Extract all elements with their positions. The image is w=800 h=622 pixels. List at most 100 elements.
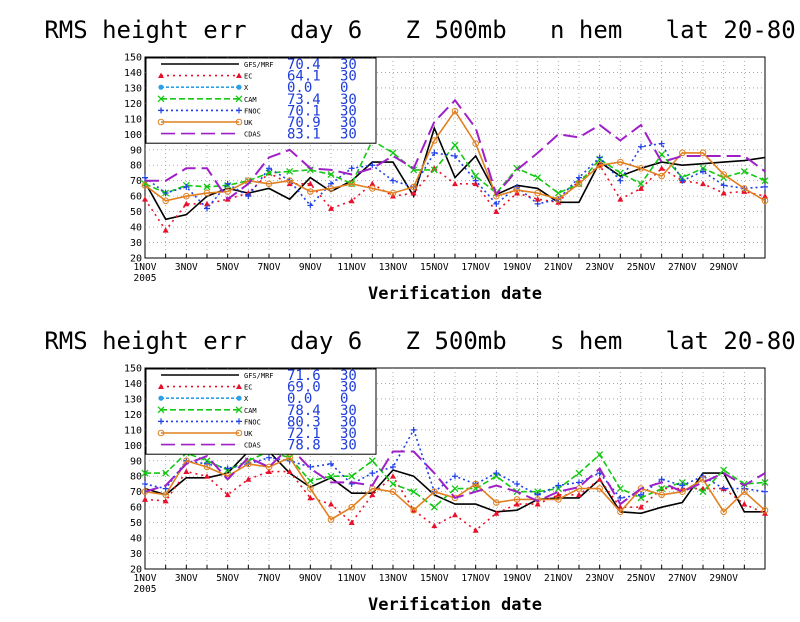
y-tick-label: 50 — [130, 207, 142, 218]
legend-stat-gfs-mrf: 70.4 — [287, 57, 321, 73]
legend-count-uk: 30 — [340, 115, 357, 131]
legend-count-x: 0 — [340, 391, 348, 407]
data-point-cam — [575, 469, 583, 477]
data-point-cam — [513, 164, 521, 172]
legend-marker-uk — [235, 429, 243, 437]
data-point-ec — [431, 522, 438, 529]
data-point-ec — [369, 180, 376, 187]
data-point-ec — [142, 496, 148, 502]
legend-marker-ec — [236, 383, 242, 389]
legend-marker-fnoc — [158, 418, 164, 425]
legend-marker-ec — [236, 72, 242, 78]
data-point-cam — [265, 169, 273, 177]
x-tick-label: 29NOV — [709, 573, 738, 584]
data-point-fnoc — [617, 494, 624, 501]
data-point-ec — [328, 501, 334, 507]
data-point-ec — [266, 468, 272, 474]
data-point-uk — [761, 506, 769, 514]
legend-count-gfs-mrf: 30 — [340, 57, 357, 73]
legend-stat-cdas: 83.1 — [287, 127, 321, 143]
legend-count-uk: 30 — [340, 426, 357, 442]
data-point-cam — [616, 485, 624, 493]
data-point-uk — [307, 188, 314, 195]
legend-marker-uk — [157, 118, 165, 126]
legend-label-gfs-mrf: GFS/MRF — [244, 61, 274, 69]
data-point-ec — [762, 193, 768, 199]
x-tick-label: 29NOV — [709, 262, 738, 273]
data-point-uk — [389, 488, 397, 495]
data-point-ec — [452, 180, 458, 187]
data-point-ec — [245, 476, 252, 482]
y-tick-label: 110 — [124, 425, 142, 436]
data-point-cam — [761, 478, 769, 486]
data-point-uk — [265, 463, 273, 471]
data-point-ec — [638, 504, 644, 510]
legend-marker-uk — [157, 429, 165, 437]
data-point-cam — [637, 180, 645, 188]
data-point-ec — [576, 491, 582, 498]
data-point-fnoc — [452, 473, 458, 480]
data-point-cam — [554, 485, 562, 493]
legend-label-gfs-mrf: GFS/MRF — [244, 372, 274, 380]
data-point-cam — [430, 503, 438, 511]
data-point-ec — [410, 190, 417, 196]
legend-marker-cam — [157, 406, 165, 414]
data-point-uk — [534, 189, 541, 197]
legend-label-uk: UK — [244, 430, 253, 438]
data-point-ec — [452, 511, 458, 518]
data-point-ec — [286, 468, 293, 474]
x-tick-label: 11NOV — [337, 262, 366, 273]
data-point-ec — [142, 196, 148, 202]
legend-stat-x: 0.0 — [287, 80, 312, 96]
data-point-uk — [679, 488, 686, 495]
data-point-uk — [245, 460, 252, 468]
y-tick-label: 100 — [124, 441, 142, 452]
legend-marker-uk — [235, 118, 243, 126]
data-point-ec — [534, 501, 541, 507]
data-point-ec — [555, 491, 562, 498]
data-point-uk — [431, 488, 438, 495]
x-tick-label: 23NOV — [585, 573, 614, 584]
series-line-uk — [145, 109, 765, 202]
legend-stat-ec: 69.0 — [287, 380, 321, 396]
data-point-uk — [286, 177, 293, 184]
legend-stat-fnoc: 70.1 — [287, 103, 321, 119]
data-point-uk — [472, 140, 479, 147]
data-point-fnoc — [555, 482, 562, 489]
x-tick-label: 1NOV — [134, 262, 157, 273]
legend-marker-ec — [158, 383, 164, 389]
data-point-fnoc — [307, 202, 314, 209]
data-point-uk — [596, 485, 603, 492]
data-point-ec — [596, 476, 603, 482]
data-point-fnoc — [348, 165, 355, 172]
x-tick-label: 9NOV — [299, 262, 322, 273]
data-point-fnoc — [679, 482, 686, 489]
data-point-uk — [286, 454, 293, 461]
data-point-cam — [348, 472, 356, 480]
data-point-cam — [740, 480, 748, 488]
y-tick-label: 100 — [124, 130, 142, 141]
data-point-uk — [348, 503, 355, 511]
data-point-cam — [492, 472, 500, 480]
data-point-fnoc — [390, 177, 396, 184]
data-point-ec — [617, 504, 624, 510]
y-tick-label: 80 — [130, 161, 142, 172]
y-tick-label: 40 — [130, 223, 142, 234]
data-point-ec — [534, 196, 541, 202]
data-point-fnoc — [700, 168, 706, 175]
y-tick-label: 40 — [130, 534, 142, 545]
x-axis-label: Verification date — [368, 284, 542, 304]
y-tick-label: 70 — [130, 487, 142, 498]
data-point-fnoc — [638, 491, 644, 498]
data-point-ec — [472, 527, 479, 533]
data-point-fnoc — [224, 180, 231, 187]
data-point-uk — [493, 499, 500, 506]
x-tick-label: 3NOV — [175, 262, 198, 273]
data-point-cam — [410, 488, 418, 496]
legend-stat-cam: 73.4 — [287, 92, 321, 108]
data-point-cam — [389, 480, 397, 488]
x-axis-label: Verification date — [368, 595, 542, 615]
y-tick-label: 50 — [130, 518, 142, 529]
chart-plot-s-hem: 20 30 40 50 60 70 80 90 100 110 120 130 140 150 1NOV 3N… — [124, 364, 769, 615]
data-point-fnoc — [596, 154, 603, 161]
